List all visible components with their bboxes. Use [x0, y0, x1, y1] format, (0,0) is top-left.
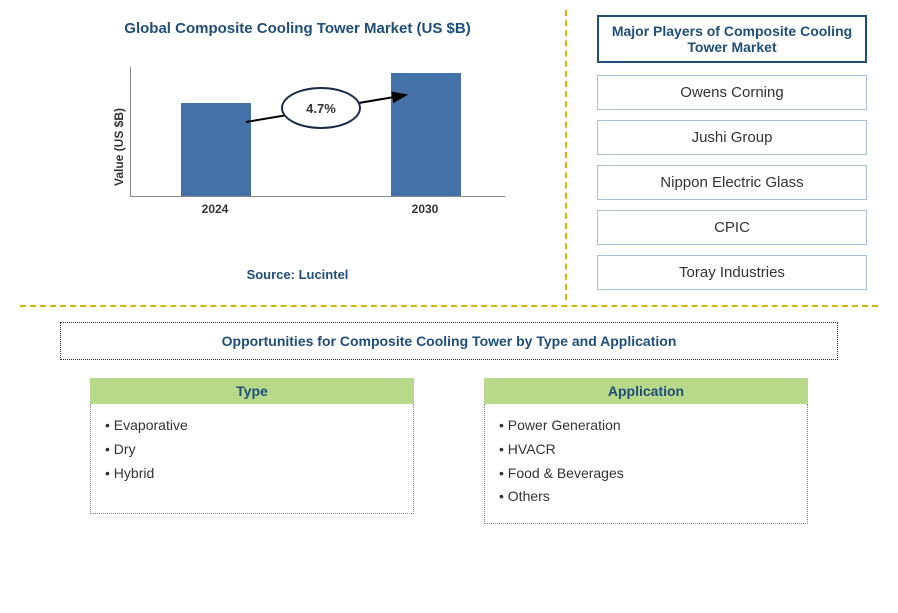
list-item: • Others	[499, 485, 793, 509]
item-text: Others	[508, 488, 550, 504]
list-item: • Evaporative	[105, 414, 399, 438]
chart-title: Global Composite Cooling Tower Market (U…	[50, 20, 545, 37]
x-label-2030: 2030	[390, 202, 460, 216]
top-section: Global Composite Cooling Tower Market (U…	[0, 0, 898, 305]
player-item: Jushi Group	[597, 120, 867, 155]
type-column: Type • Evaporative • Dry • Hybrid	[90, 378, 414, 524]
bar-plot: 4.7%	[130, 67, 505, 197]
item-text: Power Generation	[508, 417, 621, 433]
item-text: Evaporative	[114, 417, 188, 433]
list-item: • Power Generation	[499, 414, 793, 438]
item-text: HVACR	[508, 441, 556, 457]
cagr-badge: 4.7%	[281, 87, 361, 129]
item-text: Food & Beverages	[508, 465, 624, 481]
application-header: Application	[484, 378, 808, 404]
player-item: Toray Industries	[597, 255, 867, 290]
players-panel: Major Players of Composite Cooling Tower…	[567, 0, 897, 305]
players-header: Major Players of Composite Cooling Tower…	[597, 15, 867, 63]
item-text: Hybrid	[114, 465, 154, 481]
player-item: CPIC	[597, 210, 867, 245]
chart-source: Source: Lucintel	[50, 267, 545, 282]
list-item: • Hybrid	[105, 462, 399, 486]
y-axis-label: Value (US $B)	[112, 108, 126, 186]
player-item: Nippon Electric Glass	[597, 165, 867, 200]
opportunities-section: Opportunities for Composite Cooling Towe…	[0, 307, 898, 544]
list-item: • Dry	[105, 438, 399, 462]
opportunities-header: Opportunities for Composite Cooling Towe…	[60, 322, 838, 360]
x-label-2024: 2024	[180, 202, 250, 216]
list-item: • Food & Beverages	[499, 462, 793, 486]
type-list: • Evaporative • Dry • Hybrid	[90, 404, 414, 514]
chart-area: Value (US $B) 4.7% 2024 2030	[130, 67, 505, 227]
player-item: Owens Corning	[597, 75, 867, 110]
chart-panel: Global Composite Cooling Tower Market (U…	[0, 0, 565, 305]
opportunities-columns: Type • Evaporative • Dry • Hybrid Applic…	[60, 378, 838, 524]
application-list: • Power Generation • HVACR • Food & Beve…	[484, 404, 808, 524]
application-column: Application • Power Generation • HVACR •…	[484, 378, 808, 524]
item-text: Dry	[114, 441, 136, 457]
type-header: Type	[90, 378, 414, 404]
cagr-value: 4.7%	[306, 101, 336, 116]
list-item: • HVACR	[499, 438, 793, 462]
